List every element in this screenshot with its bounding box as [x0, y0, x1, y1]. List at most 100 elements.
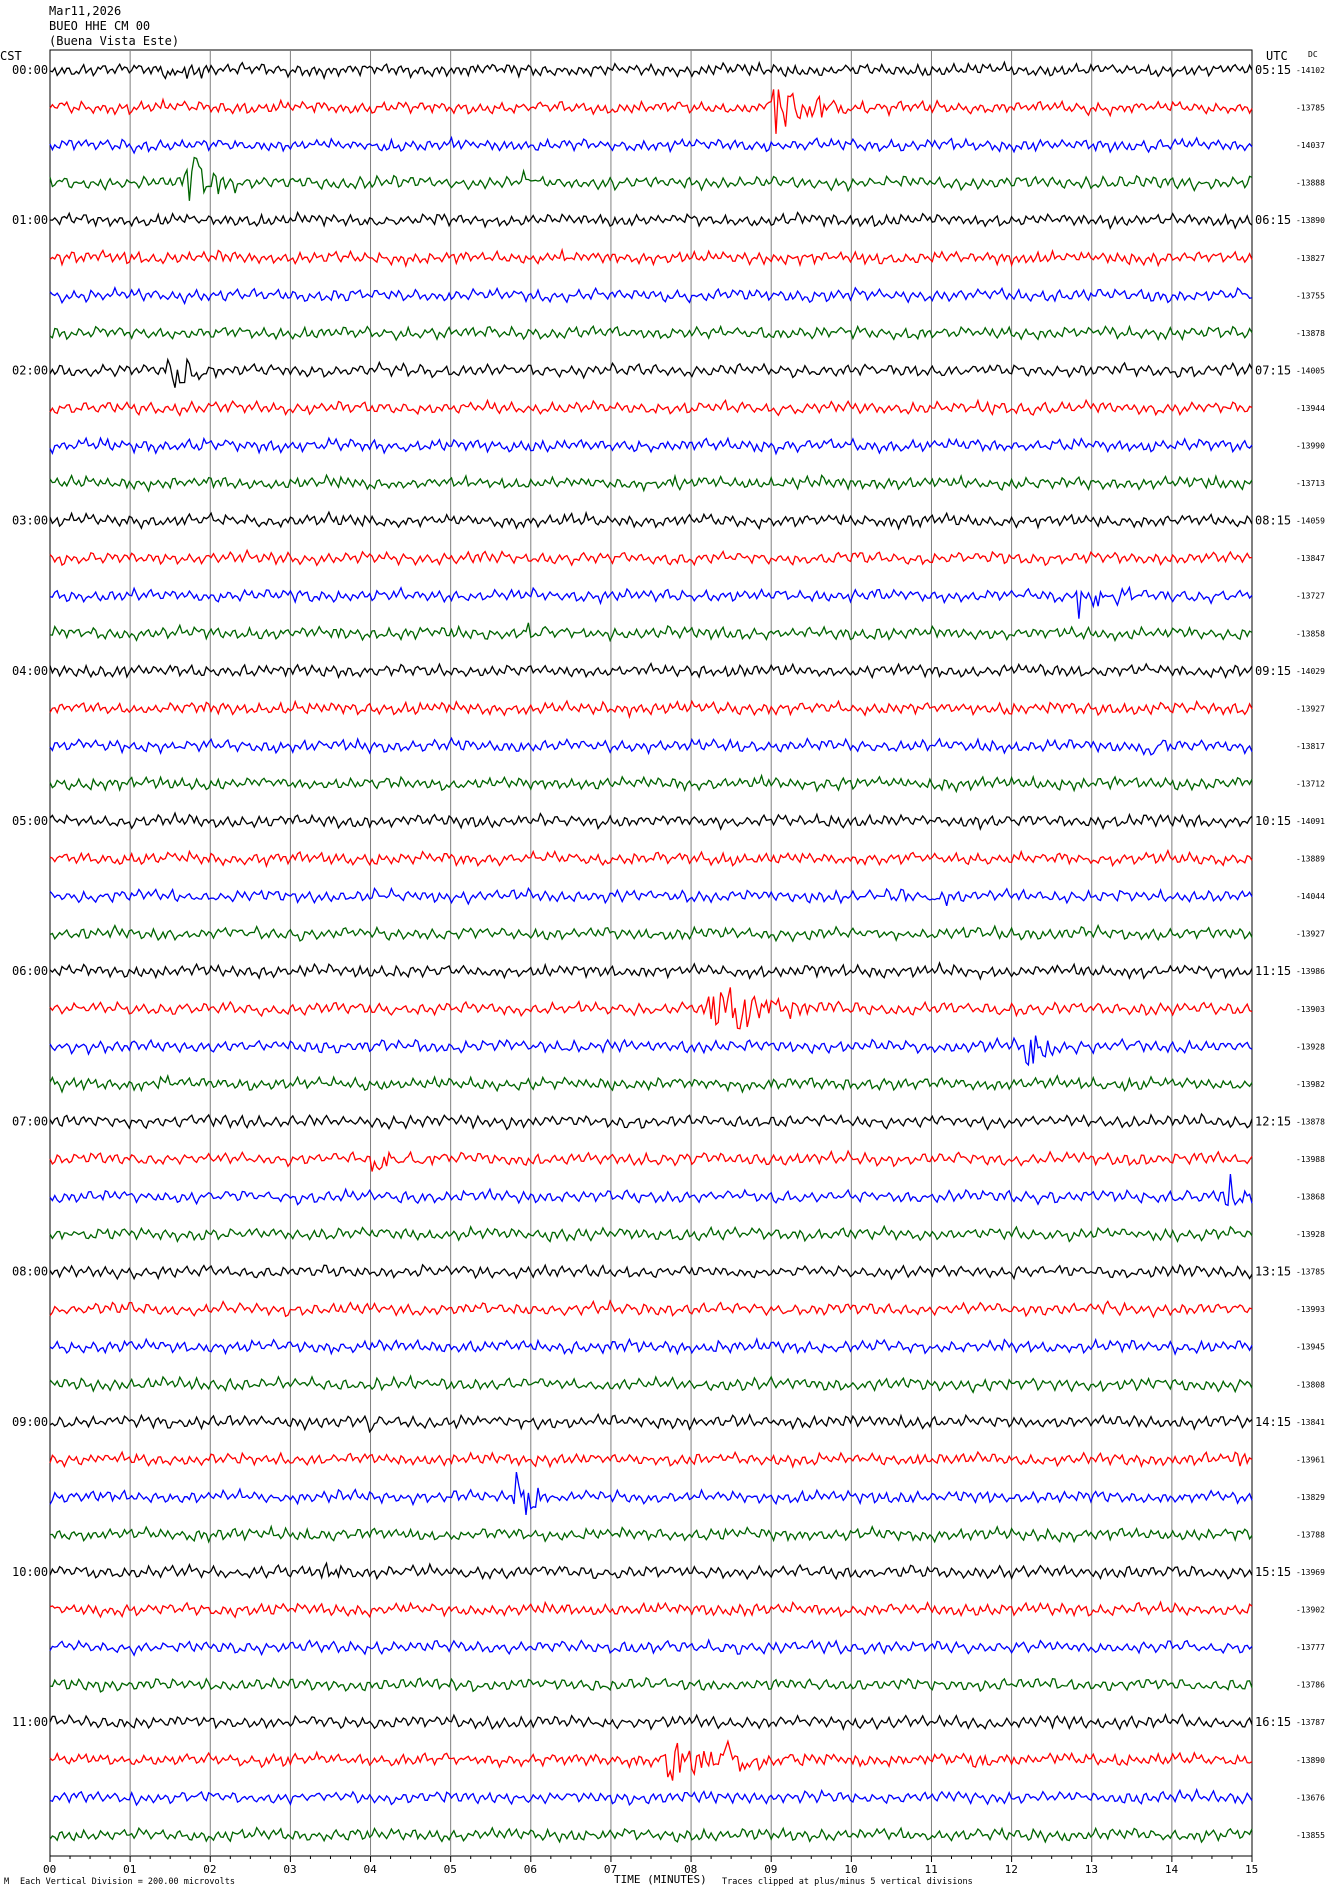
row-label-cst-0: 00:00: [12, 63, 48, 77]
trace-row-36: [49, 1412, 1253, 1434]
row-dc-25: -13903: [1296, 1005, 1325, 1014]
trace-row-17: [49, 699, 1253, 720]
row-dc-6: -13755: [1296, 291, 1325, 300]
row-dc-47: -13855: [1296, 1831, 1325, 1840]
row-dc-21: -13889: [1296, 855, 1325, 864]
row-dc-22: -14044: [1296, 892, 1325, 901]
trace-row-20: [49, 811, 1253, 831]
scale-footnote: Each Vertical Division = 200.00 microvol…: [20, 1877, 235, 1887]
row-label-utc-40: 15:15: [1255, 1565, 1291, 1579]
trace-row-25: [49, 987, 1253, 1030]
trace-row-38: [49, 1471, 1253, 1515]
row-label-utc-0: 05:15: [1255, 63, 1291, 77]
x-tick-label-3: 03: [283, 1863, 296, 1876]
row-dc-35: -13808: [1296, 1380, 1325, 1389]
row-label-utc-20: 10:15: [1255, 814, 1291, 828]
trace-row-35: [49, 1374, 1253, 1394]
row-label-cst-12: 03:00: [12, 514, 48, 528]
trace-row-19: [49, 773, 1253, 794]
row-dc-3: -13888: [1296, 179, 1325, 188]
row-dc-10: -13990: [1296, 442, 1325, 451]
left-timezone-label: CST: [0, 49, 22, 63]
trace-row-44: [49, 1713, 1253, 1731]
row-dc-1: -13785: [1296, 104, 1325, 113]
row-dc-8: -14005: [1296, 366, 1325, 375]
row-dc-45: -13890: [1296, 1756, 1325, 1765]
trace-row-13: [49, 548, 1253, 567]
trace-row-15: [49, 622, 1253, 643]
row-label-cst-44: 11:00: [12, 1715, 48, 1729]
row-dc-14: -13727: [1296, 592, 1325, 601]
trace-row-27: [49, 1073, 1253, 1094]
row-dc-27: -13982: [1296, 1080, 1325, 1089]
row-dc-13: -13847: [1296, 554, 1325, 563]
row-label-utc-44: 16:15: [1255, 1715, 1291, 1729]
row-label-utc-4: 06:15: [1255, 213, 1291, 227]
row-label-cst-32: 08:00: [12, 1265, 48, 1279]
row-dc-31: -13928: [1296, 1230, 1325, 1239]
trace-row-3: [49, 156, 1253, 201]
row-dc-15: -13858: [1296, 629, 1325, 638]
row-dc-28: -13878: [1296, 1117, 1325, 1126]
row-dc-39: -13788: [1296, 1530, 1325, 1539]
trace-row-7: [49, 324, 1253, 342]
trace-row-37: [49, 1450, 1253, 1469]
row-label-cst-24: 06:00: [12, 964, 48, 978]
trace-row-8: [49, 357, 1253, 388]
x-tick-label-4: 04: [364, 1863, 378, 1876]
row-label-cst-16: 04:00: [12, 664, 48, 678]
row-dc-17: -13927: [1296, 704, 1325, 713]
row-dc-34: -13945: [1296, 1343, 1325, 1352]
trace-row-34: [49, 1337, 1253, 1356]
trace-lines: [49, 60, 1253, 1844]
trace-row-22: [49, 886, 1253, 906]
row-dc-23: -13927: [1296, 930, 1325, 939]
trace-row-31: [49, 1224, 1253, 1243]
trace-row-43: [49, 1676, 1253, 1693]
x-tick-label-10: 10: [844, 1863, 857, 1876]
row-dc-46: -13676: [1296, 1793, 1325, 1802]
row-label-cst-28: 07:00: [12, 1114, 48, 1128]
row-label-cst-4: 01:00: [12, 213, 48, 227]
x-tick-label-12: 12: [1005, 1863, 1018, 1876]
row-dc-36: -13841: [1296, 1418, 1325, 1427]
x-tick-label-1: 01: [123, 1863, 136, 1876]
row-dc-4: -13890: [1296, 216, 1325, 225]
trace-row-26: [49, 1035, 1253, 1067]
right-timezone-label: UTC: [1266, 49, 1288, 63]
row-label-utc-36: 14:15: [1255, 1415, 1291, 1429]
row-label-cst-40: 10:00: [12, 1565, 48, 1579]
row-dc-0: -14102: [1296, 66, 1325, 75]
row-dc-40: -13969: [1296, 1568, 1325, 1577]
row-dc-7: -13878: [1296, 329, 1325, 338]
row-dc-41: -13902: [1296, 1606, 1325, 1615]
trace-row-45: [49, 1739, 1253, 1781]
row-dc-16: -14029: [1296, 667, 1325, 676]
row-dc-19: -13712: [1296, 779, 1325, 788]
trace-row-42: [49, 1638, 1253, 1657]
trace-row-39: [49, 1524, 1253, 1544]
x-axis: 00 01 02 03 04 05 06 07 08 09 10 11 12 13 14 15: [43, 1856, 1258, 1876]
chart-location: (Buena Vista Este): [49, 34, 179, 48]
x-tick-label-15: 15: [1245, 1863, 1258, 1876]
trace-row-2: [49, 135, 1253, 155]
trace-row-24: [49, 960, 1253, 981]
minute-gridlines: [129, 50, 1173, 1856]
clip-footnote: Traces clipped at plus/minus 5 vertical …: [722, 1877, 973, 1887]
trace-row-10: [49, 436, 1253, 456]
row-label-cst-8: 02:00: [12, 363, 48, 377]
row-dc-42: -13777: [1296, 1643, 1325, 1652]
trace-row-1: [49, 89, 1253, 134]
row-dc-32: -13785: [1296, 1268, 1325, 1277]
trace-row-29: [49, 1149, 1253, 1172]
trace-row-14: [49, 585, 1253, 619]
trace-row-46: [49, 1787, 1253, 1807]
row-dc-29: -13988: [1296, 1155, 1325, 1164]
row-label-cst-20: 05:00: [12, 814, 48, 828]
row-label-utc-28: 12:15: [1255, 1114, 1291, 1128]
trace-row-18: [49, 736, 1253, 756]
row-dc-9: -13944: [1296, 404, 1325, 413]
trace-row-12: [49, 510, 1253, 531]
x-tick-label-7: 07: [604, 1863, 617, 1876]
